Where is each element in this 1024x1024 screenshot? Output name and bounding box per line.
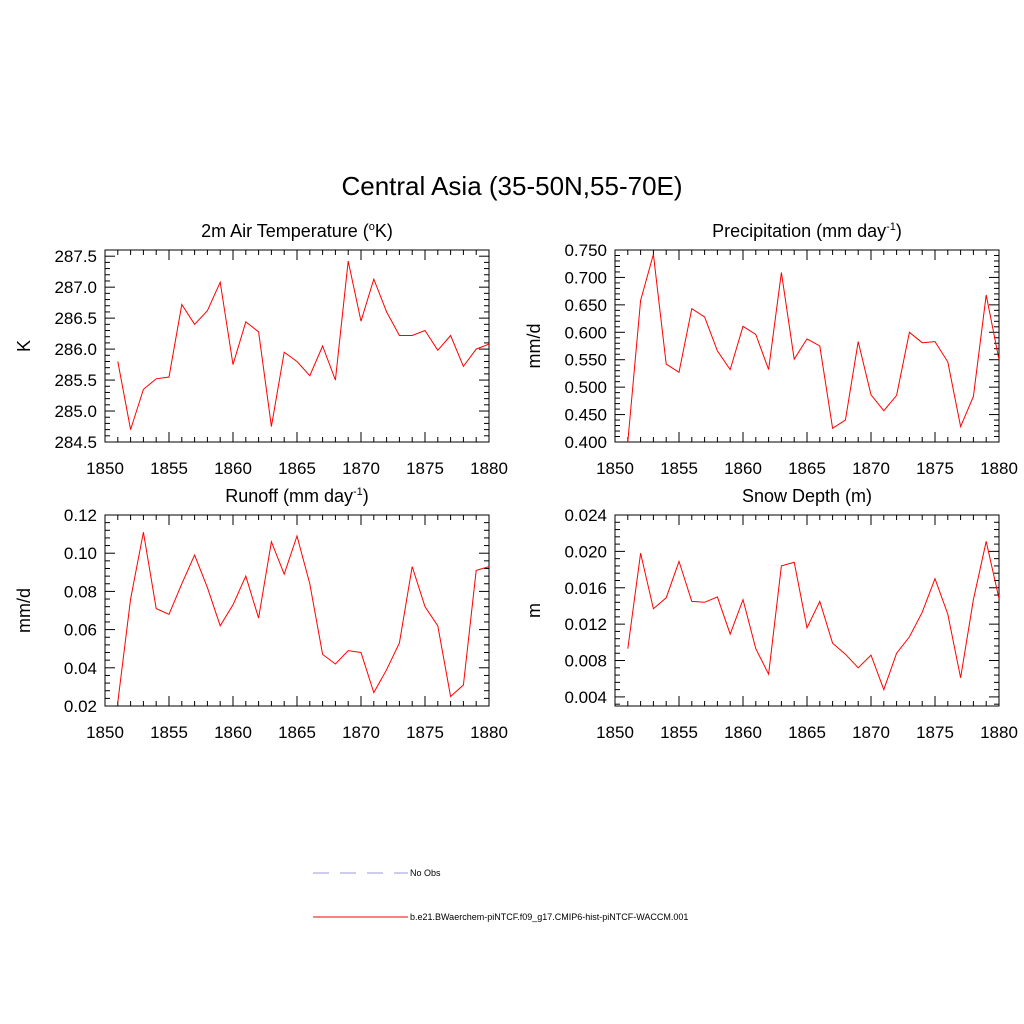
y-tick-label: 284.5 <box>54 433 97 452</box>
x-tick-label: 1860 <box>724 723 762 742</box>
y-axis-label: K <box>14 340 34 352</box>
y-tick-label: 0.12 <box>64 506 97 525</box>
plot-frame <box>104 514 490 707</box>
panel-3: Runoff (mm day-1) mm/d 1850 1855 1860 1865 187… <box>14 486 508 742</box>
x-tick-label: 1860 <box>214 459 252 478</box>
x-tick-label: 1875 <box>916 723 954 742</box>
x-tick-label: 1870 <box>852 723 890 742</box>
legend-model-label: b.e21.BWaerchem-piNTCF.f09_g17.CMIP6-his… <box>410 912 688 922</box>
y-tick-label: 0.004 <box>564 688 607 707</box>
y-tick-label: 285.5 <box>54 371 97 390</box>
x-tick-label: 1875 <box>406 723 444 742</box>
y-tick-label: 0.400 <box>564 433 607 452</box>
x-tick-label: 1855 <box>660 723 698 742</box>
panel-title: Runoff (mm day-1) <box>225 486 369 506</box>
x-tick-label: 1860 <box>724 459 762 478</box>
y-tick-label: 0.650 <box>564 296 607 315</box>
main-title: Central Asia (35-50N,55-70E) <box>341 171 682 201</box>
x-tick-label: 1880 <box>980 459 1018 478</box>
x-tick-label: 1870 <box>342 723 380 742</box>
y-tick-label: 0.700 <box>564 268 607 287</box>
legend: No Obs b.e21.BWaerchem-piNTCF.f09_g17.CM… <box>313 868 688 922</box>
plot-frame <box>614 514 1000 707</box>
y-tick-label: 0.10 <box>64 544 97 563</box>
y-tick-label: 0.550 <box>564 351 607 370</box>
x-tick-label: 1865 <box>788 723 826 742</box>
x-tick-label: 1855 <box>150 723 188 742</box>
series-line <box>627 254 999 442</box>
x-tick-label: 1855 <box>660 459 698 478</box>
series-line <box>117 260 489 430</box>
y-tick-label: 0.008 <box>564 652 607 671</box>
y-tick-label: 0.08 <box>64 582 97 601</box>
x-tick-label: 1860 <box>214 723 252 742</box>
y-tick-label: 0.016 <box>564 579 607 598</box>
y-tick-label: 0.02 <box>64 697 97 716</box>
y-tick-label: 285.0 <box>54 402 97 421</box>
y-tick-label: 0.024 <box>564 506 607 525</box>
y-tick-label: 0.600 <box>564 323 607 342</box>
y-tick-label: 0.500 <box>564 378 607 397</box>
y-tick-label: 0.020 <box>564 542 607 561</box>
panel-title: Snow Depth (m) <box>742 486 872 506</box>
x-tick-label: 1850 <box>596 723 634 742</box>
plot-frame <box>104 249 490 443</box>
panel-title: 2m Air Temperature (oK) <box>201 221 393 241</box>
x-tick-label: 1870 <box>852 459 890 478</box>
x-tick-label: 1880 <box>470 723 508 742</box>
x-tick-label: 1870 <box>342 459 380 478</box>
legend-obs-label: No Obs <box>410 868 441 878</box>
panel-2: Precipitation (mm day-1) mm/d 1850 1855 1860… <box>524 221 1018 478</box>
x-tick-label: 1875 <box>406 459 444 478</box>
x-tick-label: 1865 <box>278 723 316 742</box>
panel-1: 2m Air Temperature (oK) K 1850 1855 1860 1865… <box>14 221 508 478</box>
x-tick-label: 1850 <box>86 723 124 742</box>
y-tick-label: 0.04 <box>64 659 97 678</box>
y-axis-label: mm/d <box>524 324 544 369</box>
panel-title: Precipitation (mm day-1) <box>712 221 902 241</box>
y-tick-label: 286.5 <box>54 309 97 328</box>
series-line <box>117 532 489 703</box>
y-tick-label: 0.450 <box>564 406 607 425</box>
y-axis-label: mm/d <box>14 588 34 633</box>
x-tick-label: 1865 <box>278 459 316 478</box>
y-tick-label: 0.06 <box>64 621 97 640</box>
x-tick-label: 1880 <box>470 459 508 478</box>
x-tick-label: 1850 <box>86 459 124 478</box>
series-line <box>627 541 999 692</box>
y-tick-label: 0.750 <box>564 241 607 260</box>
y-tick-label: 0.012 <box>564 615 607 634</box>
x-tick-label: 1865 <box>788 459 826 478</box>
x-tick-label: 1880 <box>980 723 1018 742</box>
y-tick-label: 286.0 <box>54 340 97 359</box>
y-axis-label: m <box>524 603 544 618</box>
x-tick-label: 1875 <box>916 459 954 478</box>
plot-frame <box>614 249 1000 443</box>
panel-4: Snow Depth (m) m 1850 1855 1860 1865 1870 1875 1… <box>524 486 1018 742</box>
x-tick-label: 1855 <box>150 459 188 478</box>
y-tick-label: 287.0 <box>54 278 97 297</box>
y-tick-label: 287.5 <box>54 247 97 266</box>
x-tick-label: 1850 <box>596 459 634 478</box>
